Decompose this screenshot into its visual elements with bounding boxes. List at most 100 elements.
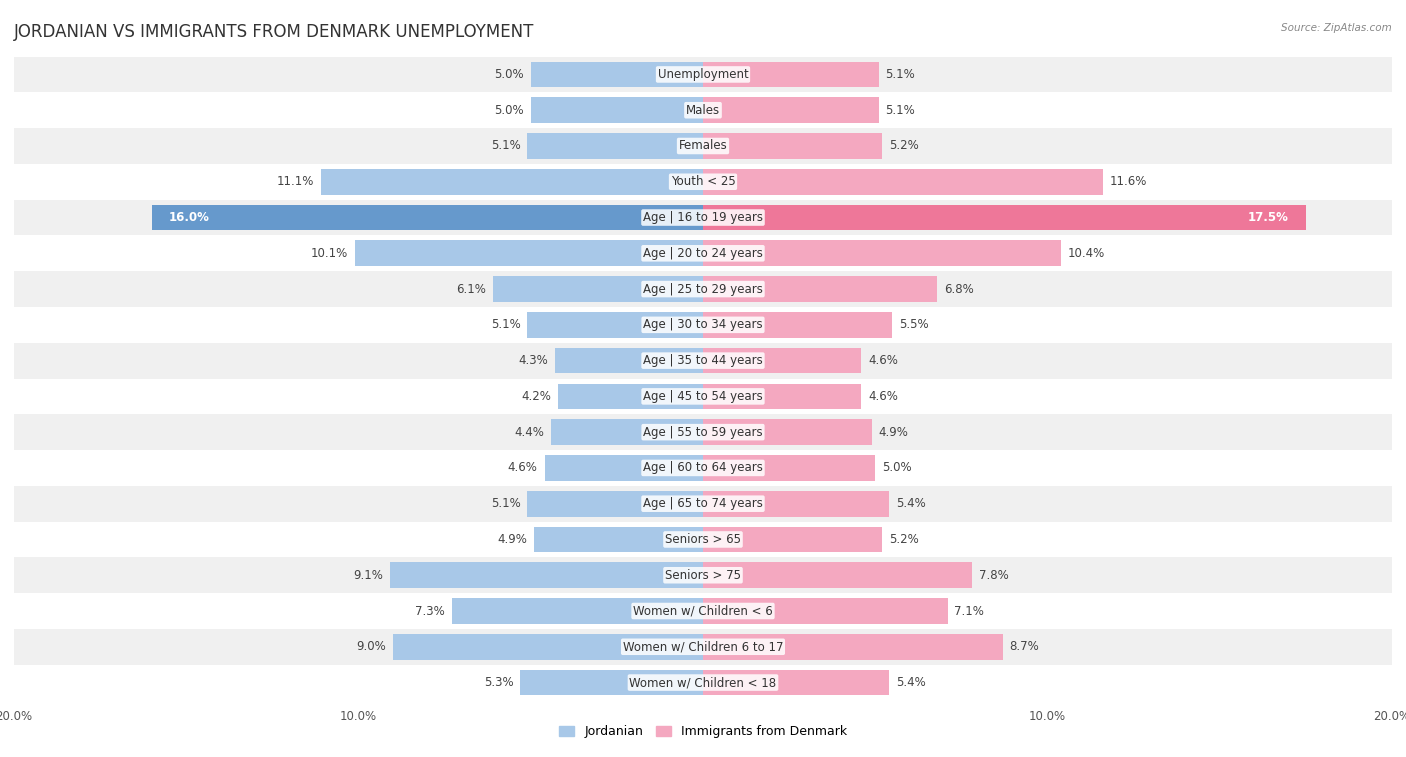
Text: 7.3%: 7.3% <box>415 605 444 618</box>
Text: 9.1%: 9.1% <box>353 569 382 581</box>
Bar <box>14 557 1392 593</box>
Text: 4.6%: 4.6% <box>508 462 537 475</box>
Bar <box>14 92 1392 128</box>
Bar <box>703 98 879 123</box>
Text: 5.0%: 5.0% <box>882 462 911 475</box>
Bar <box>703 634 1002 659</box>
Bar <box>558 384 703 410</box>
Text: Males: Males <box>686 104 720 117</box>
Bar <box>14 522 1392 557</box>
Text: 10.4%: 10.4% <box>1069 247 1105 260</box>
Bar <box>356 241 703 266</box>
Bar <box>703 562 972 588</box>
Bar <box>531 61 703 87</box>
Bar <box>703 312 893 338</box>
Text: JORDANIAN VS IMMIGRANTS FROM DENMARK UNEMPLOYMENT: JORDANIAN VS IMMIGRANTS FROM DENMARK UNE… <box>14 23 534 41</box>
Bar <box>14 629 1392 665</box>
Text: 10.1%: 10.1% <box>311 247 349 260</box>
Bar <box>14 57 1392 92</box>
Text: Age | 20 to 24 years: Age | 20 to 24 years <box>643 247 763 260</box>
Bar <box>703 169 1102 195</box>
Text: Women w/ Children < 18: Women w/ Children < 18 <box>630 676 776 689</box>
Bar <box>494 276 703 302</box>
Bar <box>544 455 703 481</box>
Text: Females: Females <box>679 139 727 152</box>
Text: Age | 35 to 44 years: Age | 35 to 44 years <box>643 354 763 367</box>
Bar <box>389 562 703 588</box>
Text: 11.1%: 11.1% <box>277 176 314 188</box>
Bar <box>14 665 1392 700</box>
Text: Age | 65 to 74 years: Age | 65 to 74 years <box>643 497 763 510</box>
Bar <box>703 133 882 159</box>
Bar <box>703 491 889 516</box>
Text: 5.4%: 5.4% <box>896 497 925 510</box>
Bar <box>555 347 703 373</box>
Text: 6.8%: 6.8% <box>945 282 974 295</box>
Text: 5.5%: 5.5% <box>900 319 929 332</box>
Bar <box>703 455 875 481</box>
Text: 4.9%: 4.9% <box>498 533 527 546</box>
Text: 5.2%: 5.2% <box>889 533 918 546</box>
Text: Unemployment: Unemployment <box>658 68 748 81</box>
Text: 4.6%: 4.6% <box>869 354 898 367</box>
Text: 7.8%: 7.8% <box>979 569 1008 581</box>
Text: 5.0%: 5.0% <box>495 104 524 117</box>
Text: Age | 16 to 19 years: Age | 16 to 19 years <box>643 211 763 224</box>
Text: 5.0%: 5.0% <box>495 68 524 81</box>
Bar <box>14 128 1392 164</box>
Bar <box>14 593 1392 629</box>
Text: 5.1%: 5.1% <box>491 319 520 332</box>
Text: Women w/ Children < 6: Women w/ Children < 6 <box>633 605 773 618</box>
Text: Source: ZipAtlas.com: Source: ZipAtlas.com <box>1281 23 1392 33</box>
Text: Age | 25 to 29 years: Age | 25 to 29 years <box>643 282 763 295</box>
Text: 5.1%: 5.1% <box>886 68 915 81</box>
Text: Age | 55 to 59 years: Age | 55 to 59 years <box>643 425 763 438</box>
Bar <box>703 241 1062 266</box>
Bar <box>703 419 872 445</box>
Text: 4.6%: 4.6% <box>869 390 898 403</box>
Text: 11.6%: 11.6% <box>1109 176 1147 188</box>
Bar <box>527 133 703 159</box>
Text: 5.1%: 5.1% <box>491 139 520 152</box>
Text: 4.9%: 4.9% <box>879 425 908 438</box>
Text: Age | 45 to 54 years: Age | 45 to 54 years <box>643 390 763 403</box>
Bar <box>14 414 1392 450</box>
Text: 4.2%: 4.2% <box>522 390 551 403</box>
Bar <box>451 598 703 624</box>
Text: Age | 60 to 64 years: Age | 60 to 64 years <box>643 462 763 475</box>
Text: 9.0%: 9.0% <box>356 640 387 653</box>
Bar <box>703 204 1306 230</box>
Text: Women w/ Children 6 to 17: Women w/ Children 6 to 17 <box>623 640 783 653</box>
Bar <box>527 491 703 516</box>
Bar <box>14 307 1392 343</box>
Text: 4.3%: 4.3% <box>519 354 548 367</box>
Text: 5.1%: 5.1% <box>491 497 520 510</box>
Text: 5.4%: 5.4% <box>896 676 925 689</box>
Text: 8.7%: 8.7% <box>1010 640 1039 653</box>
Bar <box>14 450 1392 486</box>
Bar <box>703 61 879 87</box>
Text: Age | 30 to 34 years: Age | 30 to 34 years <box>643 319 763 332</box>
Bar <box>703 347 862 373</box>
Bar <box>14 271 1392 307</box>
Text: 7.1%: 7.1% <box>955 605 984 618</box>
Bar <box>703 527 882 553</box>
Legend: Jordanian, Immigrants from Denmark: Jordanian, Immigrants from Denmark <box>554 721 852 743</box>
Bar <box>14 164 1392 200</box>
Bar <box>534 527 703 553</box>
Text: 4.4%: 4.4% <box>515 425 544 438</box>
Bar <box>152 204 703 230</box>
Bar <box>392 634 703 659</box>
Text: Seniors > 75: Seniors > 75 <box>665 569 741 581</box>
Bar <box>14 378 1392 414</box>
Bar <box>520 670 703 696</box>
Text: 5.1%: 5.1% <box>886 104 915 117</box>
Text: 17.5%: 17.5% <box>1247 211 1289 224</box>
Text: 5.3%: 5.3% <box>484 676 513 689</box>
Bar <box>551 419 703 445</box>
Bar <box>14 343 1392 378</box>
Text: Seniors > 65: Seniors > 65 <box>665 533 741 546</box>
Bar <box>14 486 1392 522</box>
Bar <box>703 384 862 410</box>
Text: 5.2%: 5.2% <box>889 139 918 152</box>
